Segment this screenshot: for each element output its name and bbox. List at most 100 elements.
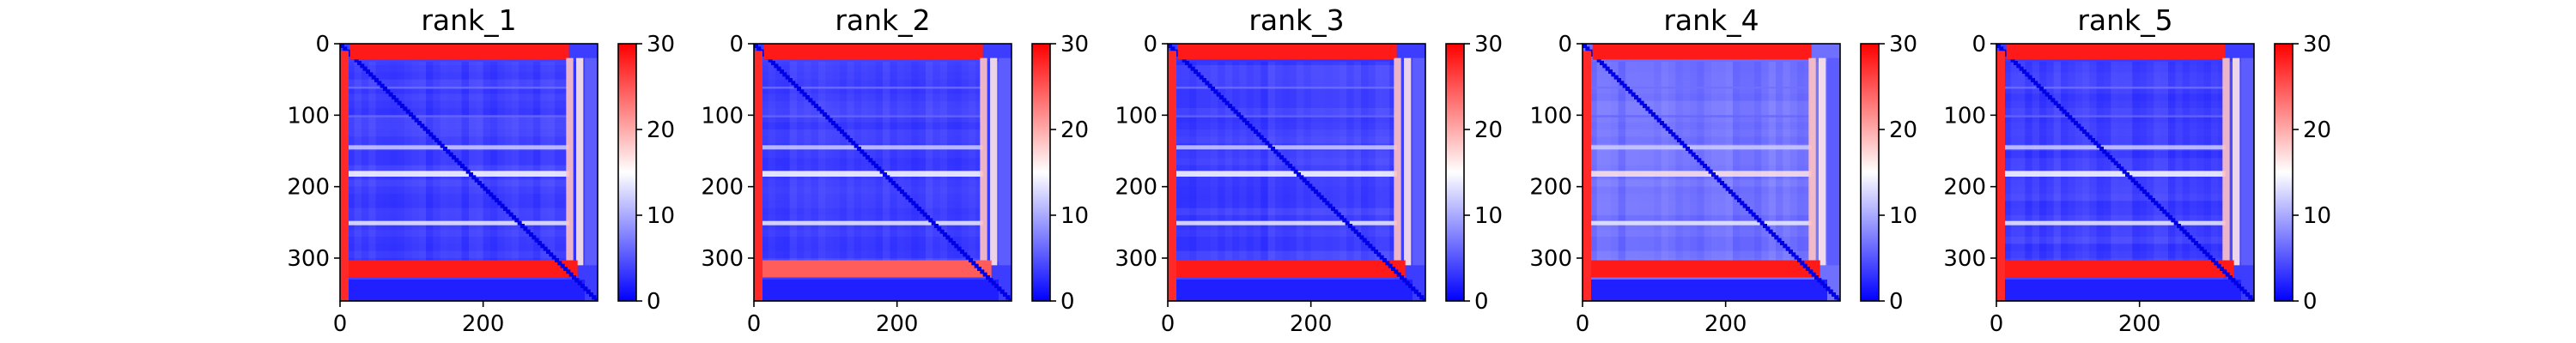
heatmap-cell <box>512 215 516 220</box>
heatmap-cells <box>1996 44 2254 301</box>
heatmap-cell <box>2211 61 2219 262</box>
heatmap-cell <box>1413 289 1419 294</box>
colorbar-tick-label: 0 <box>1889 289 1904 315</box>
heatmap-cell <box>2168 215 2172 220</box>
heatmap-cell <box>905 195 910 200</box>
heatmap-cell <box>1802 263 1807 268</box>
colorbar-tick-label: 20 <box>647 117 675 143</box>
heatmap-cell <box>988 278 993 283</box>
heatmap-cell <box>969 258 973 262</box>
heatmap-cell <box>1789 250 1793 254</box>
heatmap-cell <box>1176 237 1395 244</box>
heatmap-cell <box>1834 295 1839 300</box>
chart-title: rank_5 <box>2077 3 2172 37</box>
heatmap-cell <box>2005 179 2224 187</box>
heatmap-cell <box>1800 261 1805 266</box>
heatmap-cell <box>888 178 893 183</box>
heatmap-cell <box>1591 179 1810 187</box>
heatmap-cell <box>814 104 818 108</box>
heatmap-cell <box>491 195 496 200</box>
heatmap-cell <box>1605 66 1610 71</box>
heatmap-cell <box>1728 190 1733 194</box>
heatmap-cell <box>1808 57 1816 266</box>
x-tick-label: 0 <box>333 311 348 337</box>
heatmap-cell <box>2005 79 2224 87</box>
heatmap-cell <box>397 61 404 262</box>
heatmap-cell <box>1176 201 1395 208</box>
heatmap-cell <box>1316 192 1321 197</box>
heatmap-cell <box>1216 92 1221 97</box>
heatmap-cell <box>762 115 981 123</box>
heatmap-cell <box>1175 220 1397 226</box>
heatmap-cell <box>2079 126 2084 131</box>
heatmap-cell <box>1342 218 1347 223</box>
heatmap-cell <box>1583 44 1587 48</box>
heatmap-cell <box>1740 61 1747 262</box>
heatmap-cell <box>2125 61 2133 262</box>
heatmap-cell <box>2154 61 2161 262</box>
heatmap-cell <box>1176 122 1395 129</box>
heatmap-cell <box>1267 143 1273 148</box>
heatmap-cell <box>543 246 548 251</box>
heatmap-cell <box>422 126 428 131</box>
colorbar <box>1032 44 1050 301</box>
y-tick-label: 200 <box>701 175 744 201</box>
heatmap-cell <box>1682 61 1690 262</box>
heatmap-cell <box>555 61 562 262</box>
heatmap-cell <box>969 61 976 262</box>
heatmap-cell <box>480 184 485 189</box>
heatmap-cell <box>1353 229 1358 234</box>
heatmap-cell <box>586 289 591 294</box>
heatmap-cell <box>2033 81 2038 86</box>
heatmap-cell <box>497 61 505 262</box>
heatmap-cell <box>763 44 983 60</box>
x-tick-label: 200 <box>1704 311 1747 337</box>
heatmap-cell <box>1282 158 1287 163</box>
plot-frame <box>1167 43 1426 302</box>
heatmap-cell <box>834 123 839 129</box>
heatmap-cell <box>411 115 416 120</box>
heatmap-cell <box>1591 72 1810 80</box>
heatmap-cell <box>1368 61 1376 262</box>
heatmap-cell <box>1382 61 1390 262</box>
heatmap-cell <box>1731 192 1736 197</box>
heatmap-cell <box>394 98 399 103</box>
heatmap-cell <box>483 186 488 191</box>
heatmap-cell <box>902 192 908 197</box>
heatmap-cell <box>1196 72 1201 77</box>
heatmap-cell <box>1785 246 1790 251</box>
heatmap-cell <box>1837 298 1840 301</box>
heatmap-cell <box>2237 284 2241 288</box>
heatmap-cell <box>1170 46 1176 51</box>
heatmap-cell <box>2005 280 2241 301</box>
heatmap-cell <box>2142 190 2147 194</box>
heatmap-cell <box>2168 61 2176 262</box>
heatmap-cell <box>1768 229 1773 234</box>
heatmap-cell <box>931 220 936 226</box>
heatmap-cell <box>495 198 499 202</box>
y-tick-label: 100 <box>1115 103 1157 129</box>
heatmap-cell <box>762 79 981 87</box>
heatmap-cell <box>1176 280 1413 301</box>
heatmap-cell <box>2156 203 2161 208</box>
heatmap-cell <box>1408 284 1413 288</box>
heatmap-cell <box>1583 51 1591 301</box>
heatmap-cell <box>1617 78 1621 82</box>
heatmap-cell <box>580 284 585 288</box>
heatmap-cell <box>2122 169 2127 174</box>
colorbar <box>1446 44 1464 301</box>
heatmap-cell <box>1327 203 1333 208</box>
heatmap-cell <box>2147 61 2154 262</box>
heatmap-cell <box>1789 61 1797 262</box>
heatmap-cell <box>1585 46 1590 51</box>
heatmap-cell <box>1665 126 1670 131</box>
heatmap-cell <box>1289 61 1297 262</box>
heatmap-cell <box>1677 138 1681 142</box>
heatmap-cell <box>818 61 826 262</box>
heatmap-cell <box>1643 104 1647 108</box>
heatmap-cell <box>347 171 569 177</box>
heatmap-cell <box>349 215 568 223</box>
heatmap-cell <box>383 87 387 91</box>
heatmap-cell <box>762 237 981 244</box>
heatmap-cell <box>1611 72 1616 77</box>
